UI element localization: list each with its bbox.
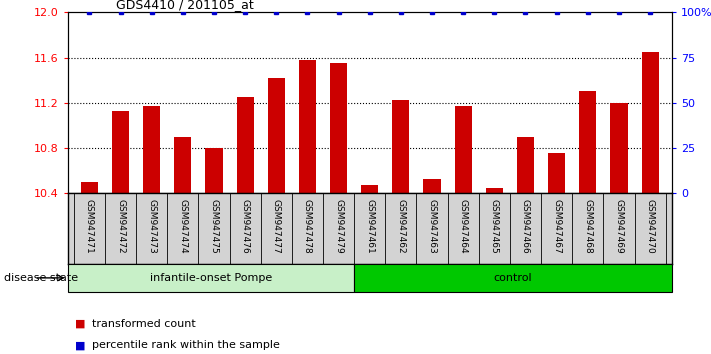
Bar: [330, 63, 347, 193]
Text: GSM947474: GSM947474: [178, 199, 187, 253]
Text: GSM947477: GSM947477: [272, 199, 281, 253]
Text: ■: ■: [75, 340, 85, 350]
Text: infantile-onset Pompe: infantile-onset Pompe: [149, 273, 272, 283]
Bar: [392, 101, 410, 193]
Text: GSM947461: GSM947461: [365, 199, 374, 253]
Text: GSM947463: GSM947463: [427, 199, 437, 253]
Bar: [205, 148, 223, 193]
Text: GDS4410 / 201105_at: GDS4410 / 201105_at: [116, 0, 254, 11]
Bar: [641, 52, 658, 193]
Text: GSM947462: GSM947462: [396, 199, 405, 253]
Text: GSM947467: GSM947467: [552, 199, 561, 253]
Bar: [486, 188, 503, 193]
Bar: [268, 78, 285, 193]
Text: GSM947464: GSM947464: [459, 199, 468, 253]
Bar: [237, 97, 254, 193]
Text: GSM947472: GSM947472: [116, 199, 125, 253]
Text: GSM947476: GSM947476: [240, 199, 250, 253]
Bar: [81, 182, 98, 193]
Text: GSM947479: GSM947479: [334, 199, 343, 253]
Bar: [424, 179, 441, 193]
Text: disease state: disease state: [4, 273, 77, 283]
Bar: [361, 185, 378, 193]
Text: ■: ■: [75, 319, 85, 329]
Text: GSM947471: GSM947471: [85, 199, 94, 253]
Text: transformed count: transformed count: [92, 319, 196, 329]
Text: GSM947465: GSM947465: [490, 199, 499, 253]
Bar: [610, 103, 628, 193]
Text: control: control: [493, 273, 532, 283]
Bar: [548, 153, 565, 193]
Bar: [68, 264, 354, 292]
Bar: [517, 137, 534, 193]
Bar: [174, 137, 191, 193]
Text: GSM947478: GSM947478: [303, 199, 312, 253]
Text: GSM947475: GSM947475: [210, 199, 218, 253]
Bar: [454, 106, 471, 193]
Text: GSM947473: GSM947473: [147, 199, 156, 253]
Text: GSM947466: GSM947466: [521, 199, 530, 253]
Bar: [579, 91, 597, 193]
Bar: [143, 106, 160, 193]
Text: GSM947470: GSM947470: [646, 199, 655, 253]
Bar: [354, 264, 672, 292]
Bar: [299, 60, 316, 193]
Text: GSM947468: GSM947468: [583, 199, 592, 253]
Bar: [112, 110, 129, 193]
Text: GSM947469: GSM947469: [614, 199, 624, 253]
Text: percentile rank within the sample: percentile rank within the sample: [92, 340, 280, 350]
